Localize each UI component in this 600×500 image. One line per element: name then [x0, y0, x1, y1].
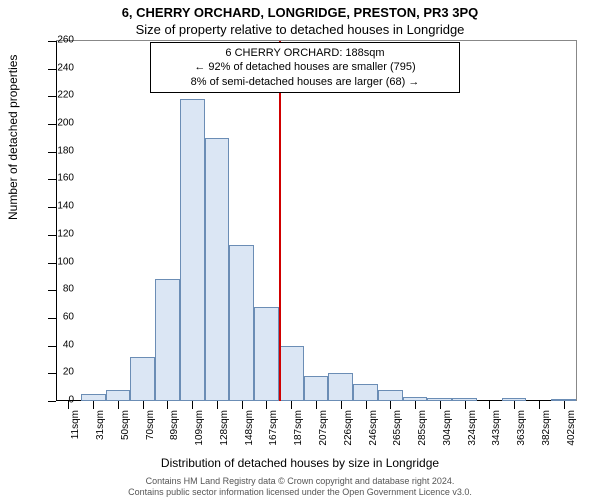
footer-line1: Contains HM Land Registry data © Crown c…: [0, 476, 600, 487]
x-tick: [266, 401, 267, 409]
y-tick-label: 240: [44, 62, 74, 73]
y-tick-label: 40: [44, 339, 74, 350]
histogram-bar: [328, 373, 353, 401]
chart-container: 6, CHERRY ORCHARD, LONGRIDGE, PRESTON, P…: [0, 0, 600, 500]
x-tick-label: 382sqm: [541, 410, 552, 460]
y-tick-label: 60: [44, 311, 74, 322]
x-tick-label: 363sqm: [516, 410, 527, 460]
x-tick-label: 128sqm: [219, 410, 230, 460]
x-tick-label: 11sqm: [70, 410, 81, 460]
histogram-bar: [106, 390, 131, 401]
x-tick: [514, 401, 515, 409]
x-tick-label: 304sqm: [442, 410, 453, 460]
x-tick-label: 187sqm: [293, 410, 304, 460]
y-tick-label: 200: [44, 118, 74, 129]
x-tick: [390, 401, 391, 409]
y-axis-label: Number of detached properties: [6, 55, 20, 220]
x-tick-label: 148sqm: [244, 410, 255, 460]
footer: Contains HM Land Registry data © Crown c…: [0, 476, 600, 498]
histogram-bar: [180, 99, 205, 401]
x-tick-label: 70sqm: [145, 410, 156, 460]
x-tick: [192, 401, 193, 409]
x-tick: [93, 401, 94, 409]
x-tick-label: 50sqm: [120, 410, 131, 460]
x-tick-label: 265sqm: [392, 410, 403, 460]
histogram-bar: [155, 279, 180, 401]
x-tick: [143, 401, 144, 409]
x-tick-label: 207sqm: [318, 410, 329, 460]
title-line2: Size of property relative to detached ho…: [0, 22, 600, 37]
y-tick-label: 80: [44, 284, 74, 295]
x-tick: [242, 401, 243, 409]
histogram-bar: [81, 394, 106, 401]
x-tick-label: 89sqm: [169, 410, 180, 460]
x-tick-label: 324sqm: [467, 410, 478, 460]
x-tick: [341, 401, 342, 409]
x-tick-label: 31sqm: [95, 410, 106, 460]
x-tick: [366, 401, 367, 409]
x-tick: [217, 401, 218, 409]
x-tick: [539, 401, 540, 409]
x-tick-label: 167sqm: [268, 410, 279, 460]
annotation-line3: 8% of semi-detached houses are larger (6…: [155, 75, 455, 89]
annotation-box: 6 CHERRY ORCHARD: 188sqm ← 92% of detach…: [150, 42, 460, 93]
histogram-bar: [205, 138, 230, 401]
x-tick: [118, 401, 119, 409]
footer-line2: Contains public sector information licen…: [0, 487, 600, 498]
histogram-bar: [254, 307, 279, 401]
histogram-bar: [353, 384, 378, 401]
x-tick: [316, 401, 317, 409]
histogram-bar: [304, 376, 329, 401]
x-tick: [291, 401, 292, 409]
x-tick: [489, 401, 490, 409]
y-tick-label: 0: [44, 395, 74, 406]
histogram-bar: [229, 245, 254, 401]
x-tick: [564, 401, 565, 409]
x-tick: [167, 401, 168, 409]
reference-marker-line: [279, 41, 281, 401]
histogram-bar: [279, 346, 304, 401]
y-tick-label: 100: [44, 256, 74, 267]
y-tick-label: 120: [44, 228, 74, 239]
x-tick: [415, 401, 416, 409]
plot-area: [56, 40, 577, 401]
annotation-line1: 6 CHERRY ORCHARD: 188sqm: [155, 46, 455, 60]
x-tick-label: 285sqm: [417, 410, 428, 460]
y-tick-label: 140: [44, 201, 74, 212]
y-tick-label: 20: [44, 367, 74, 378]
y-tick-label: 260: [44, 35, 74, 46]
x-tick-label: 246sqm: [368, 410, 379, 460]
histogram-bar: [130, 357, 155, 401]
histogram-bar: [378, 390, 403, 401]
x-tick-label: 226sqm: [343, 410, 354, 460]
y-tick-label: 160: [44, 173, 74, 184]
x-tick: [465, 401, 466, 409]
x-tick-label: 109sqm: [194, 410, 205, 460]
x-tick-label: 402sqm: [566, 410, 577, 460]
y-tick-label: 220: [44, 90, 74, 101]
y-tick-label: 180: [44, 145, 74, 156]
title-line1: 6, CHERRY ORCHARD, LONGRIDGE, PRESTON, P…: [0, 5, 600, 20]
annotation-line2: ← 92% of detached houses are smaller (79…: [155, 60, 455, 74]
x-tick-label: 343sqm: [491, 410, 502, 460]
x-tick: [440, 401, 441, 409]
